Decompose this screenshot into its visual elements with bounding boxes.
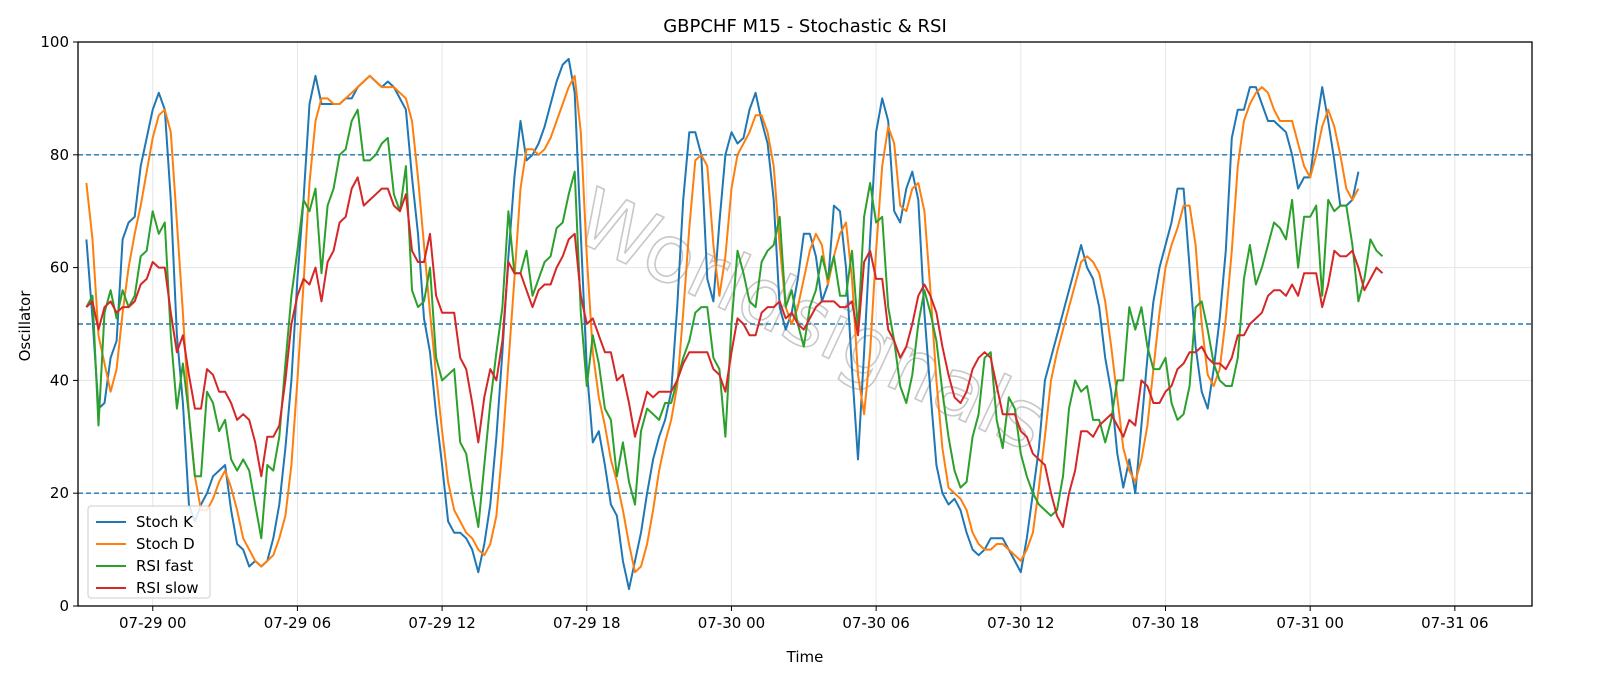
x-tick-label: 07-29 00	[119, 614, 186, 632]
y-axis-title: Oscillator	[16, 290, 34, 362]
chart-title: GBPCHF M15 - Stochastic & RSI	[663, 16, 947, 37]
y-tick-label: 100	[40, 33, 69, 51]
x-tick-label: 07-31 00	[1276, 614, 1343, 632]
y-tick-label: 60	[50, 259, 69, 277]
x-tick-label: 07-30 12	[987, 614, 1054, 632]
x-tick-label: 07-29 06	[264, 614, 331, 632]
legend-label: Stoch K	[136, 513, 194, 531]
series-line-rsi-fast	[85, 108, 1384, 540]
legend-box	[87, 505, 211, 599]
axis-ticks: 0 20 40 60 80 100 07-29 00 07-29 06 07-29 12 07-2…	[40, 33, 1488, 632]
x-tick-label: 07-29 12	[408, 614, 475, 632]
x-tick-label: 07-30 06	[842, 614, 909, 632]
series-line-stoch-k	[85, 57, 1360, 591]
series-line-stoch-d	[85, 74, 1360, 574]
legend-label: Stoch D	[136, 535, 195, 553]
x-tick-label: 07-30 18	[1132, 614, 1199, 632]
legend-label: RSI fast	[136, 557, 193, 575]
x-tick-label: 07-31 06	[1421, 614, 1488, 632]
y-tick-label: 0	[59, 597, 69, 615]
y-tick-label: 40	[50, 371, 69, 389]
legend-label: RSI slow	[136, 579, 199, 597]
legend: Stoch K Stoch D RSI fast RSI slow	[87, 505, 211, 599]
y-tick-label: 80	[50, 146, 69, 164]
x-tick-label: 07-30 00	[698, 614, 765, 632]
x-axis-title: Time	[786, 648, 824, 666]
plot-frame	[77, 41, 1533, 607]
series-lines	[85, 57, 1384, 591]
series-line-rsi-slow	[85, 176, 1384, 528]
reference-lines	[78, 154, 1532, 494]
x-tick-label: 07-29 18	[553, 614, 620, 632]
y-tick-label: 20	[50, 484, 69, 502]
